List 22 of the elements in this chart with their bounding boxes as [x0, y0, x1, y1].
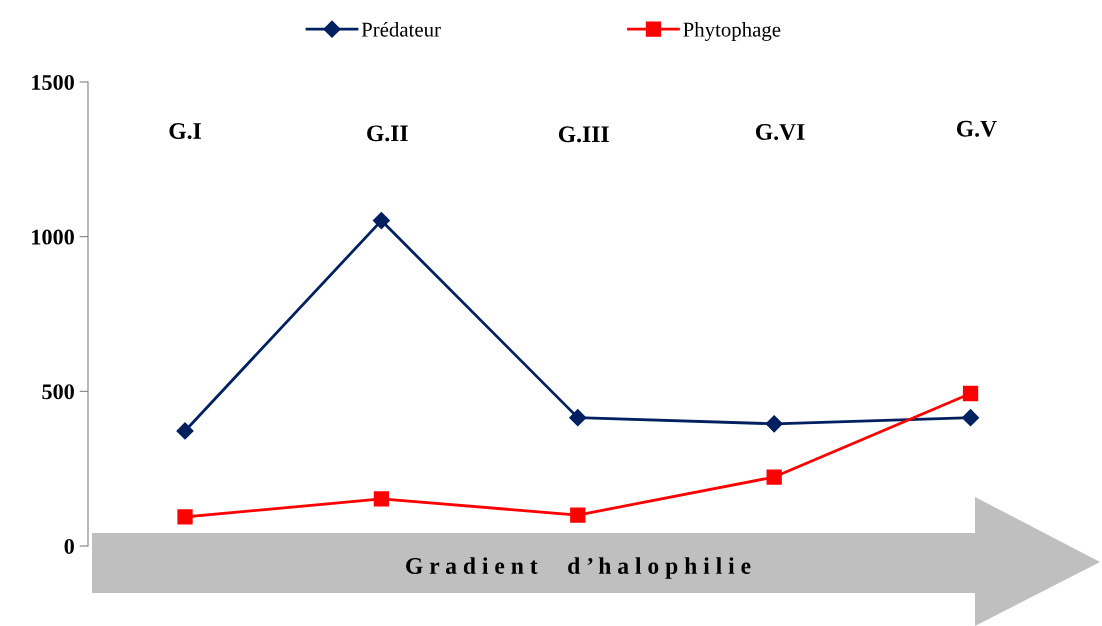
point [961, 409, 980, 427]
point [372, 212, 390, 230]
x-tick-label: G.II [367, 125, 408, 142]
point [176, 422, 194, 440]
x-tick-label: G.VI [755, 124, 805, 140]
x-tick-label: G.I [169, 123, 201, 140]
x-tick-label: G.V [956, 120, 997, 137]
y-tick-label: 500 [42, 384, 74, 400]
y-tick-label: 1500 [32, 74, 74, 90]
point [962, 385, 979, 402]
point [373, 491, 390, 507]
point [765, 415, 783, 433]
text: G r a d i e n t d ’ h a l o p h i l i e [406, 557, 751, 579]
point [177, 509, 193, 525]
point [766, 469, 782, 485]
y-tick-label: 1000 [32, 229, 74, 245]
legend-label: Prédateur [361, 21, 441, 37]
point [569, 409, 587, 427]
legend-label: Phytophage [683, 22, 781, 41]
point [570, 507, 586, 523]
x-tick-label: G.III [558, 126, 609, 143]
y-tick-label: 0 [64, 538, 74, 554]
